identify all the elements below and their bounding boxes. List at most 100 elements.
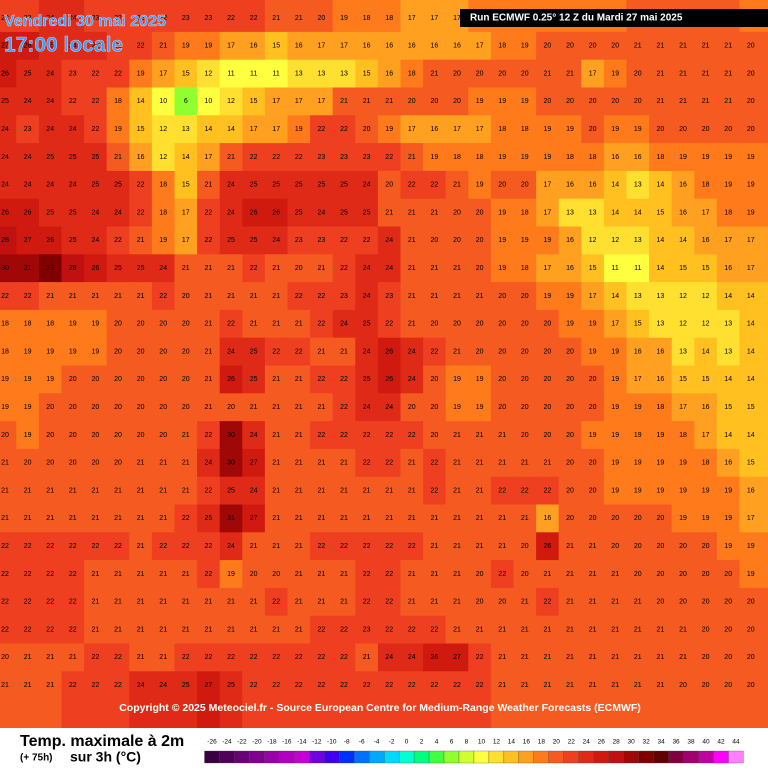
copyright: Copyright © 2025 Meteociel.fr - Source E… (119, 702, 641, 714)
temperature-value: 25 (46, 209, 54, 216)
temperature-value: 19 (521, 43, 529, 50)
temperature-value: 19 (521, 154, 529, 161)
temperature-value: 25 (69, 154, 77, 161)
scale-swatch (249, 751, 264, 763)
temperature-value: 15 (272, 43, 280, 50)
temperature-value: 21 (566, 571, 574, 578)
temperature-value: 20 (611, 543, 619, 550)
temperature-value: 20 (544, 432, 552, 439)
temperature-value: 25 (24, 70, 32, 77)
temperature-value: 21 (566, 70, 574, 77)
temperature-value: 22 (69, 543, 77, 550)
temperature-value: 20 (114, 404, 122, 411)
temperature-value: 19 (611, 70, 619, 77)
temperature-value: 18 (566, 154, 574, 161)
temperature-value: 22 (46, 543, 54, 550)
temperature-value: 13 (657, 293, 665, 300)
temperature-value: 21 (295, 515, 303, 522)
temperature-value: 20 (521, 404, 529, 411)
temperature-value: 21 (566, 626, 574, 633)
temperature-value: 18 (657, 154, 665, 161)
scale-label: -10 (327, 739, 337, 746)
temperature-value: 22 (318, 543, 326, 550)
temperature-value: 22 (318, 626, 326, 633)
temperature-value: 24 (250, 432, 258, 439)
temperature-cell (627, 671, 650, 728)
temperature-value: 21 (46, 487, 54, 494)
temperature-value: 19 (611, 376, 619, 383)
temperature-value: 21 (1, 682, 9, 689)
temperature-value: 22 (24, 543, 32, 550)
temperature-value: 21 (227, 626, 235, 633)
temperature-value: 21 (431, 70, 439, 77)
temperature-value: 14 (657, 265, 665, 272)
temperature-value: 22 (385, 154, 393, 161)
temperature-value: 21 (679, 70, 687, 77)
temperature-value: 19 (476, 404, 484, 411)
temperature-value: 21 (114, 293, 122, 300)
temperature-value: 21 (182, 487, 190, 494)
temperature-value: 22 (385, 682, 393, 689)
scale-swatch (354, 751, 369, 763)
temperature-value: 21 (431, 265, 439, 272)
scale-swatch (713, 751, 728, 763)
temperature-value: 22 (363, 432, 371, 439)
temperature-cell (740, 671, 768, 728)
temperature-value: 13 (182, 126, 190, 133)
temperature-value: 16 (295, 43, 303, 50)
temperature-value: 21 (657, 626, 665, 633)
temperature-value: 17 (205, 154, 213, 161)
temperature-value: 21 (69, 293, 77, 300)
temperature-value: 20 (453, 98, 461, 105)
temperature-value: 20 (114, 376, 122, 383)
temperature-value: 20 (566, 515, 574, 522)
temperature-value: 14 (657, 237, 665, 244)
temperature-value: 20 (566, 348, 574, 355)
temperature-cell (84, 671, 107, 728)
temperature-value: 21 (114, 515, 122, 522)
temperature-value: 22 (476, 682, 484, 689)
temperature-value: 21 (657, 682, 665, 689)
temperature-value: 21 (679, 98, 687, 105)
temperature-value: 19 (657, 487, 665, 494)
temperature-value: 21 (159, 515, 167, 522)
temperature-value: 19 (521, 237, 529, 244)
temperature-value: 13 (724, 348, 732, 355)
temperature-value: 20 (159, 348, 167, 355)
temperature-value: 21 (724, 43, 732, 50)
temperature-value: 21 (498, 460, 506, 467)
temperature-value: 21 (46, 515, 54, 522)
temperature-cell (672, 671, 695, 728)
temperature-value: 19 (747, 209, 755, 216)
temperature-value: 14 (227, 126, 235, 133)
temperature-value: 24 (205, 460, 213, 467)
temperature-value: 14 (747, 376, 755, 383)
scale-label: -6 (359, 739, 365, 746)
temperature-value: 15 (747, 460, 755, 467)
temperature-value: 14 (724, 293, 732, 300)
temperature-value: 21 (589, 654, 597, 661)
scale-label: -12 (312, 739, 322, 746)
temperature-value: 31 (227, 515, 235, 522)
temperature-value: 22 (24, 626, 32, 633)
temperature-value: 22 (295, 293, 303, 300)
temperature-value: 20 (747, 682, 755, 689)
temperature-value: 24 (227, 182, 235, 189)
temperature-value: 20 (408, 404, 416, 411)
temperature-value: 21 (476, 293, 484, 300)
temperature-value: 21 (589, 571, 597, 578)
temperature-value: 17 (431, 15, 439, 22)
temperature-value: 15 (182, 70, 190, 77)
temperature-value: 21 (114, 571, 122, 578)
temperature-value: 21 (295, 543, 303, 550)
temperature-value: 20 (611, 98, 619, 105)
temperature-value: 21 (295, 376, 303, 383)
temperature-value: 21 (1, 515, 9, 522)
temperature-value: 21 (227, 293, 235, 300)
temperature-value: 20 (747, 626, 755, 633)
temperature-cell (310, 671, 333, 728)
scale-swatch (489, 751, 504, 763)
temperature-value: 19 (634, 126, 642, 133)
temperature-value: 22 (205, 543, 213, 550)
temperature-value: 20 (272, 571, 280, 578)
